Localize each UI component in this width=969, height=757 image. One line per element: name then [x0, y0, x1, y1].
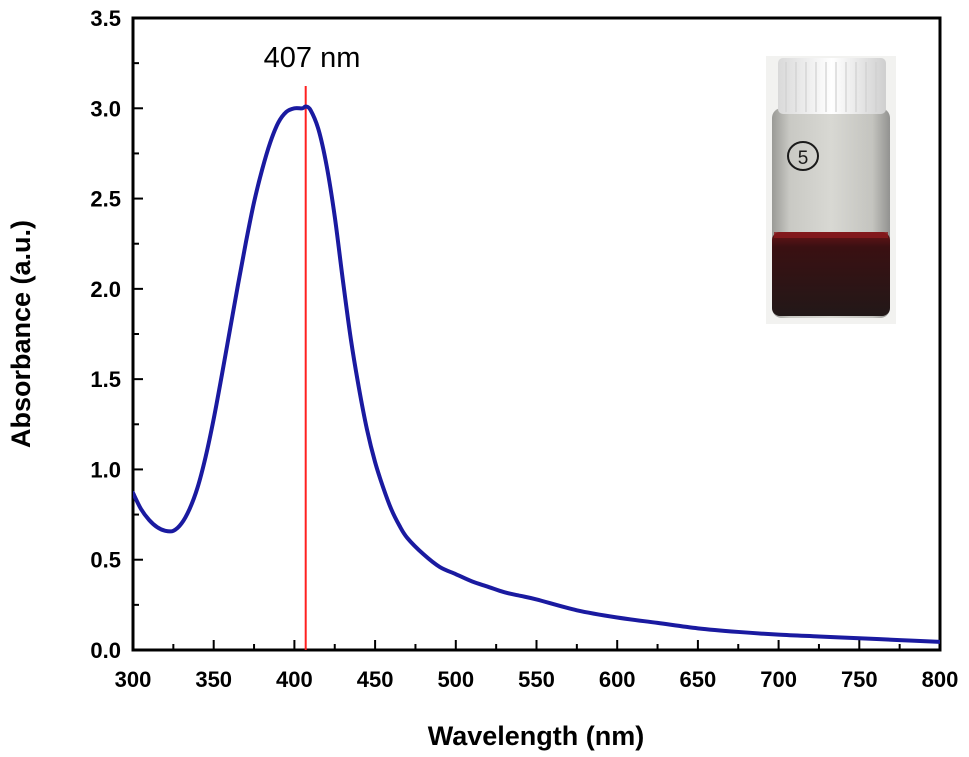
y-tick-label: 3.5: [90, 6, 121, 31]
absorbance-series-line: [133, 104, 940, 644]
y-tick-label: 1.5: [90, 367, 121, 392]
x-tick-label: 700: [760, 667, 797, 692]
x-tick-labels: 300 350 400 450 500 550 600 650 700 750 800: [115, 667, 959, 692]
peak-annotation: 407 nm: [264, 42, 361, 74]
y-tick-label: 0.0: [90, 638, 121, 663]
y-tick-label: 1.0: [90, 457, 121, 482]
x-axis-title: Wavelength (nm): [428, 721, 645, 751]
y-tick-label: 2.5: [90, 187, 121, 212]
x-tick-label: 800: [922, 667, 959, 692]
x-tick-label: 600: [599, 667, 636, 692]
y-tick-labels: 0.0 0.5 1.0 1.5 2.0 2.5 3.0 3.5: [90, 6, 121, 663]
vial-label: 5: [798, 148, 809, 169]
x-tick-label: 350: [195, 667, 232, 692]
x-tick-label: 500: [437, 667, 474, 692]
x-tick-label: 450: [357, 667, 394, 692]
axis-ticks: [132, 17, 941, 651]
x-tick-label: 400: [276, 667, 313, 692]
y-tick-label: 3.0: [90, 96, 121, 121]
y-axis-title: Absorbance (a.u.): [6, 220, 36, 448]
x-tick-label: 750: [841, 667, 878, 692]
x-tick-label: 300: [115, 667, 152, 692]
x-tick-label: 550: [518, 667, 555, 692]
sample-vial-photo: 5: [766, 56, 896, 324]
x-tick-label: 650: [680, 667, 717, 692]
y-tick-label: 2.0: [90, 277, 121, 302]
y-tick-label: 0.5: [90, 548, 121, 573]
